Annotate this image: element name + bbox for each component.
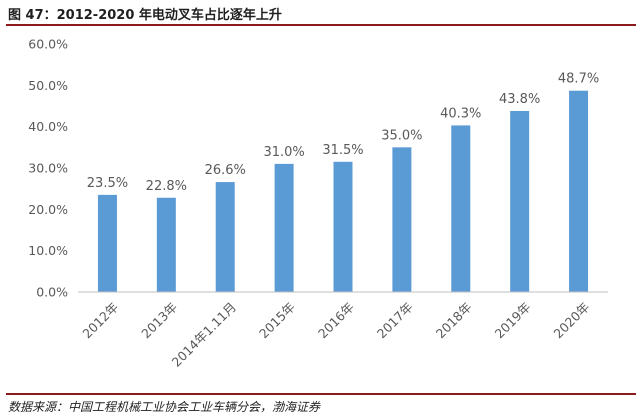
y-tick-label: 50.0% [28,78,68,93]
x-tick-label: 2019年 [492,299,534,341]
source-note: 数据来源：中国工程机械工业协会工业车辆分会，渤海证券 [8,400,321,414]
figure-title: 图 47：2012-2020 年电动叉车占比逐年上升 [8,8,282,23]
value-label: 26.6% [205,163,246,178]
value-label: 22.8% [146,179,187,194]
y-tick-label: 60.0% [28,37,68,52]
y-axis: 0.0% 10.0% 20.0% 30.0% 40.0% 50.0% 60.0% [28,37,68,300]
value-label: 23.5% [87,176,128,191]
bar [97,194,117,292]
x-tick-label: 2020年 [551,299,593,341]
value-label: 31.0% [263,145,304,160]
title-rule [6,24,636,26]
x-tick-label: 2016年 [315,299,357,341]
x-tick-label: 2012年 [79,299,121,341]
value-label: 31.5% [322,143,363,158]
bar [215,182,235,292]
bar [274,163,294,292]
bar [451,125,471,292]
value-label: 43.8% [499,92,540,107]
x-tick-label: 2017年 [374,299,416,341]
y-tick-label: 10.0% [28,243,68,258]
value-labels: 23.5% 22.8% 26.6% 31.0% 31.5% 35.0% 40.3% 43.8%… [87,72,599,194]
bar [333,161,353,292]
y-tick-label: 20.0% [28,202,68,217]
source-rule [6,393,636,395]
x-tick-label: 2018年 [433,299,475,341]
y-tick-label: 0.0% [36,285,68,300]
bar [569,90,589,292]
value-label: 48.7% [558,72,599,87]
y-tick-label: 30.0% [28,161,68,176]
value-label: 40.3% [440,106,481,121]
x-tick-label: 2015年 [256,299,298,341]
bar [392,147,412,292]
value-label: 35.0% [381,128,422,143]
bar [510,110,530,293]
y-tick-label: 40.0% [28,119,68,134]
bar-series [97,90,589,293]
bar-chart: 0.0% 10.0% 20.0% 30.0% 40.0% 50.0% 60.0% 23.5%… [28,37,608,370]
x-tick-label: 2013年 [138,299,180,341]
bar [156,197,176,292]
